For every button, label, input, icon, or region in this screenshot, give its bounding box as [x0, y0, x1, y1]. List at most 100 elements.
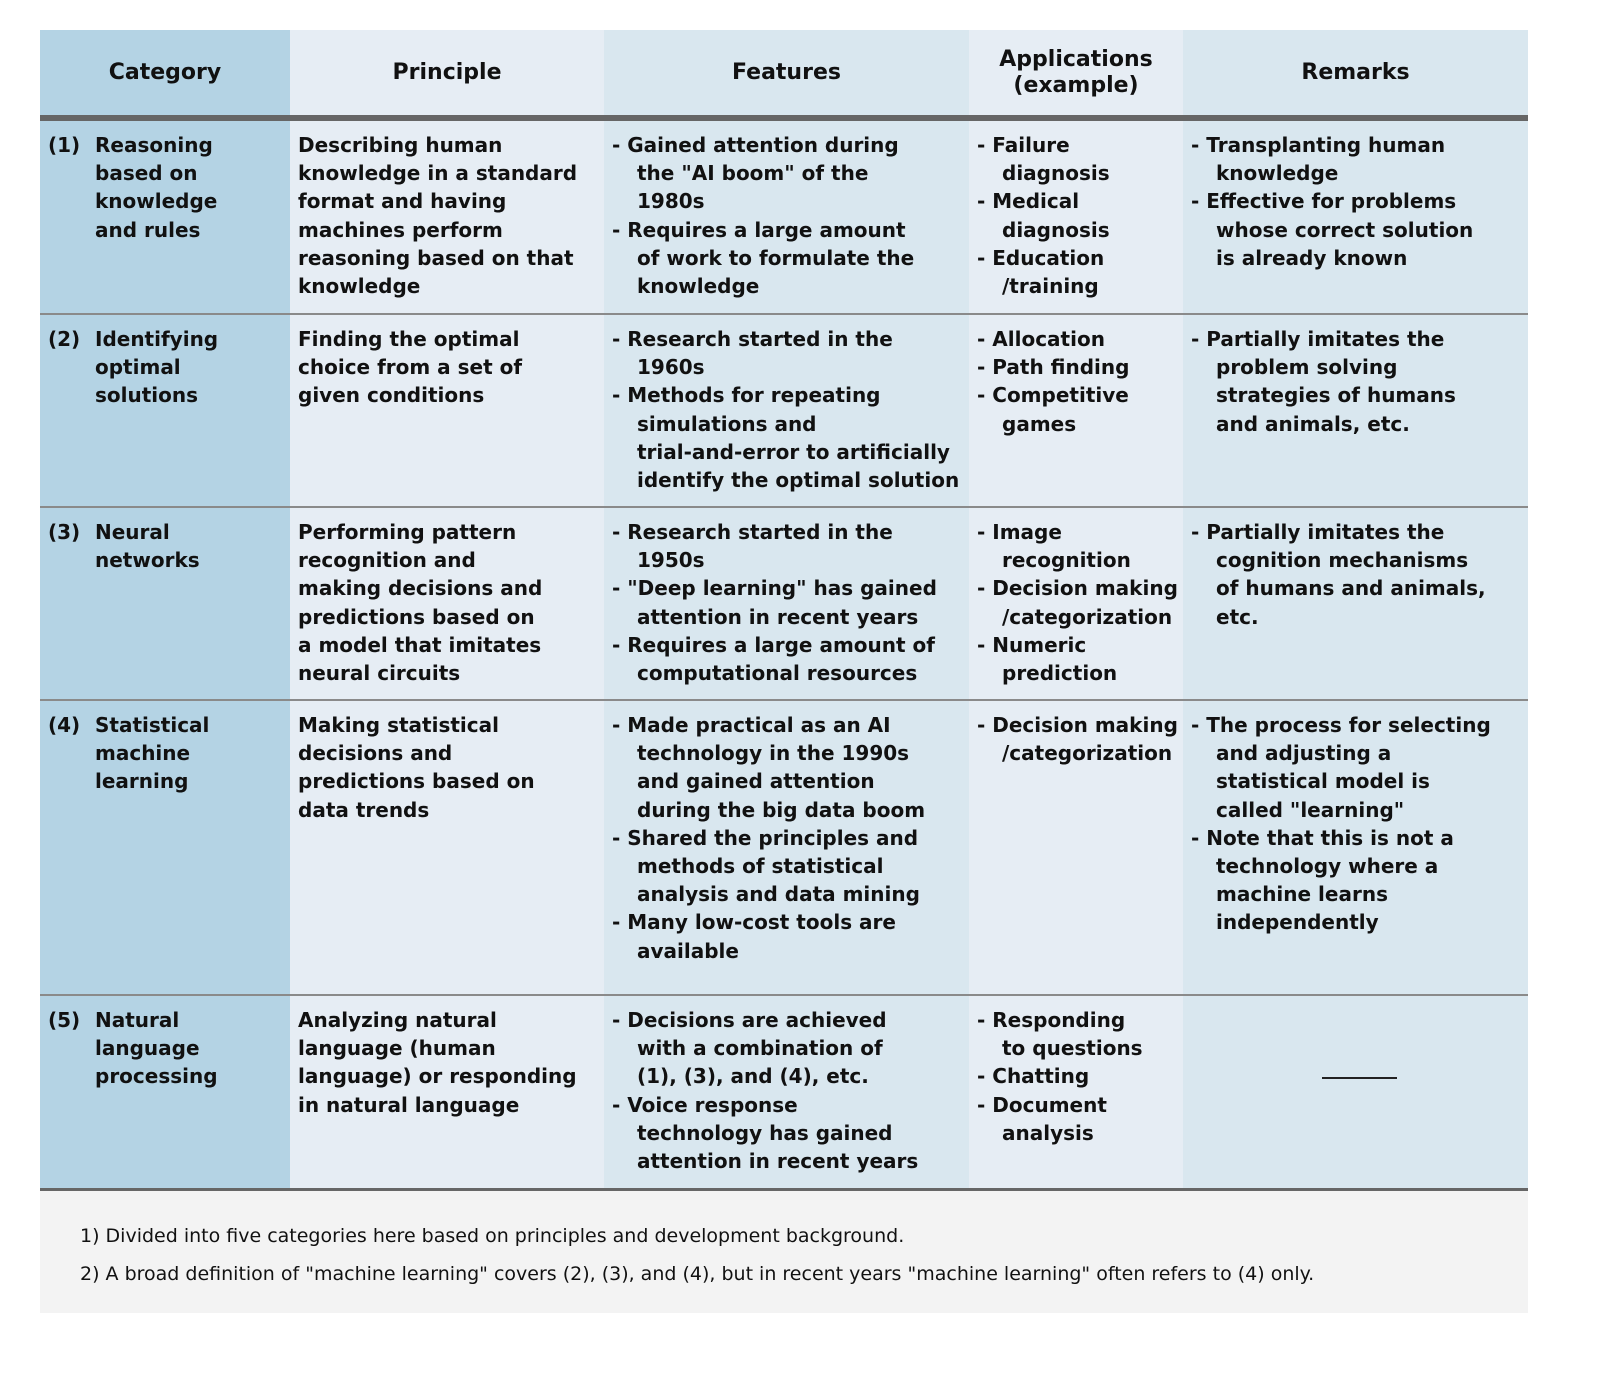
text-line: Finding the optimal — [298, 327, 520, 351]
text-line: Statistical — [95, 713, 210, 737]
text-line: given conditions — [298, 383, 485, 408]
text-line: whose correct solution — [1216, 217, 1474, 242]
bullet-item: - Research started in the 1950s — [612, 518, 969, 574]
text-line: 1960s — [637, 355, 705, 380]
text-line: processing — [95, 1064, 218, 1089]
text-line: called "learning" — [1216, 797, 1405, 822]
text-line: - Many low-cost tools are — [612, 910, 896, 935]
text-line: knowledge — [95, 189, 218, 214]
bullet-item: - Note that this is not a technology wher… — [1191, 824, 1528, 937]
text-line: Making statistical — [298, 713, 499, 737]
bullet-item: - Image recognition — [977, 518, 1183, 574]
text-line: recognition — [1002, 548, 1131, 573]
cell-category: (1) Reasoning based on knowledge and rules — [40, 118, 290, 315]
cell-principle: Describing human knowledge in a standard f… — [290, 118, 604, 315]
cell-applications: - Failure diagnosis - Medical diagnosis - Ed… — [969, 118, 1183, 315]
text-line: based on — [95, 161, 198, 186]
cell-applications: - Decision making/categorization — [969, 700, 1183, 996]
text-line: attention in recent years — [637, 604, 919, 629]
bullet-item: - Decision making/categorization — [977, 574, 1183, 630]
bullet-item: - Path finding — [977, 353, 1183, 381]
header-principle: Principle — [290, 30, 604, 121]
text-line: /training — [1002, 274, 1099, 299]
cell-applications: - Allocation - Path finding - Competitive g… — [969, 314, 1183, 508]
text-line: - Research started in the — [612, 520, 893, 544]
text-line: and adjusting a — [1216, 741, 1392, 766]
cell-features: - Made practical as an AI technology in t… — [604, 700, 969, 996]
text-line: knowledge — [1216, 161, 1339, 186]
text-line: technology where a — [1216, 854, 1439, 879]
header-row: Category Principle Features Applications (ex… — [40, 30, 1528, 121]
cell-principle: Finding the optimal choice from a set of g… — [290, 314, 604, 508]
text-line: /categorization — [1002, 604, 1173, 629]
text-line: - Chatting — [977, 1064, 1090, 1089]
text-line: technology has gained — [637, 1120, 893, 1145]
text-line: with a combination of — [637, 1036, 883, 1061]
cell-category: (3) Neural networks — [40, 507, 290, 701]
cell-applications: - Image recognition - Decision making/cate… — [969, 507, 1183, 701]
text-line: - Decisions are achieved — [612, 1008, 887, 1032]
cell-features: - Research started in the 1950s - "Deep le… — [604, 507, 969, 701]
text-line: - Failure — [977, 133, 1070, 157]
text-line: in natural language — [298, 1092, 520, 1117]
text-line: and animals, etc. — [1216, 411, 1410, 436]
bullet-item: - Effective for problems whose correct so… — [1191, 187, 1528, 272]
text-line: methods of statistical — [637, 854, 884, 879]
table-row: (5) Natural language processing Analyzing na… — [40, 995, 1528, 1191]
bullet-item: - Chatting — [977, 1062, 1183, 1090]
text-line: decisions and — [298, 741, 453, 766]
bullet-item: - Voice response technology has gained att… — [612, 1091, 969, 1176]
text-line: - Gained attention during — [612, 133, 899, 157]
text-line: knowledge — [637, 274, 760, 299]
table-row: (2) Identifying optimal solutions Finding th… — [40, 314, 1528, 508]
cell-category: (5) Natural language processing — [40, 995, 290, 1191]
text-line: learning — [95, 769, 189, 794]
text-line: - Image — [977, 520, 1062, 544]
table-row: (3) Neural networks Performing pattern recog… — [40, 507, 1528, 701]
text-line: etc. — [1216, 604, 1259, 629]
category-number: (5) — [48, 1008, 81, 1032]
text-line: language (human — [298, 1036, 496, 1061]
bullet-item: - Allocation — [977, 325, 1183, 353]
cell-features: - Decisions are achieved with a combinati… — [604, 995, 969, 1191]
text-line: (1), (3), and (4), etc. — [637, 1064, 869, 1089]
text-line: identify the optimal solution — [637, 468, 960, 493]
category-number: (2) — [48, 327, 81, 351]
text-line: networks — [95, 548, 200, 573]
cell-features: - Gained attention during the "AI boom" o… — [604, 118, 969, 315]
text-line: - Transplanting human — [1191, 133, 1446, 157]
text-line: - Competitive — [977, 383, 1129, 408]
bullet-item: - The process for selecting and adjusting… — [1191, 711, 1528, 824]
text-line: predictions based on — [298, 769, 535, 794]
text-line: prediction — [1002, 661, 1118, 686]
text-line: and gained attention — [637, 769, 875, 794]
table-row: (1) Reasoning based on knowledge and rules De… — [40, 118, 1528, 315]
bullet-item: - "Deep learning" has gained attention in… — [612, 574, 969, 630]
text-line: to questions — [1002, 1036, 1143, 1061]
cell-remarks: - Partially imitates the cognition mechan… — [1183, 507, 1528, 701]
text-line: statistical model is — [1216, 769, 1430, 794]
bullet-item: - Decisions are achieved with a combinati… — [612, 1006, 969, 1091]
bullet-item: - Partially imitates the problem solving s… — [1191, 325, 1528, 438]
text-line: - "Deep learning" has gained — [612, 576, 937, 601]
text-line: analysis — [1002, 1120, 1094, 1145]
text-line: - Requires a large amount of — [612, 632, 935, 657]
text-line: - Research started in the — [612, 327, 893, 351]
text-line: recognition and — [298, 548, 476, 573]
text-line: machine learns — [1216, 882, 1388, 907]
header-category: Category — [40, 30, 290, 121]
text-line: of work to formulate the — [637, 245, 915, 270]
text-line: Reasoning — [95, 133, 213, 157]
text-line: computational resources — [637, 661, 918, 686]
text-line: machines perform — [298, 217, 503, 242]
text-line: - Responding — [977, 1008, 1126, 1032]
text-line: available — [637, 938, 739, 963]
text-line: Performing pattern — [298, 520, 517, 544]
bullet-item: - Requires a large amount of computationa… — [612, 631, 969, 687]
text-line: solutions — [95, 383, 199, 408]
bullet-item: - Numeric prediction — [977, 631, 1183, 687]
category-number: (3) — [48, 520, 81, 544]
cell-category: (4) Statistical machine learning — [40, 700, 290, 996]
text-line: - Partially imitates the — [1191, 327, 1445, 351]
footnotes: 1) Divided into five categories here bas… — [40, 1191, 1528, 1313]
